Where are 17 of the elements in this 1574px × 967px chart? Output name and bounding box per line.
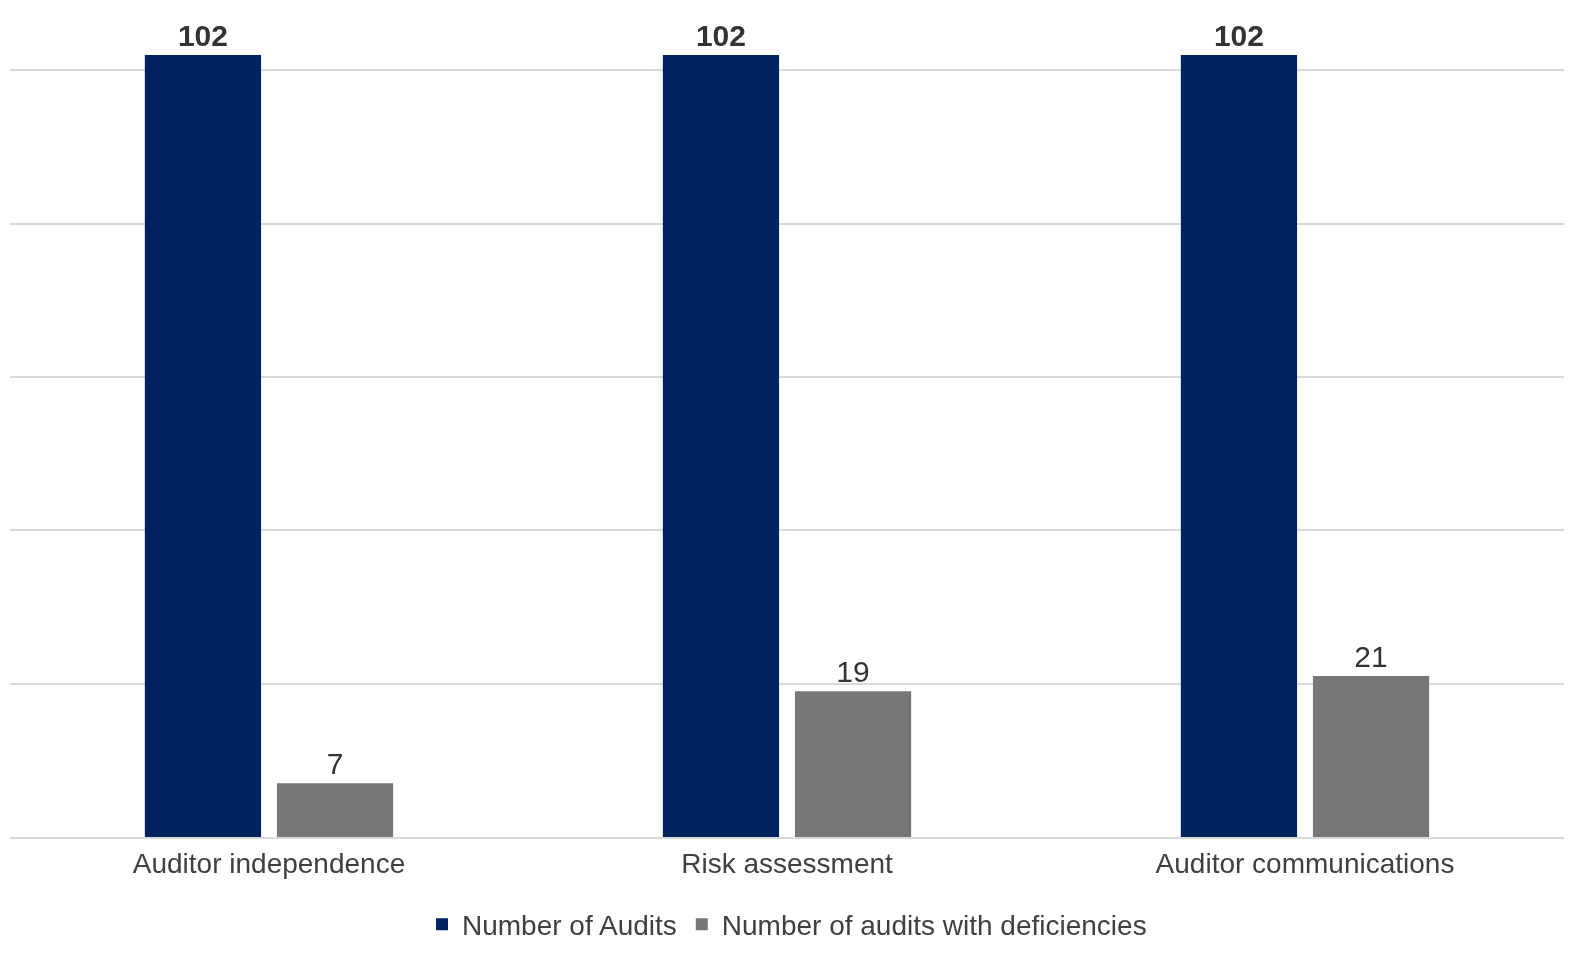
bar [662, 55, 780, 837]
x-tick-label: Auditor independence [132, 847, 406, 879]
data-label: 102 [1213, 19, 1264, 52]
x-tick-label: Risk assessment [681, 847, 894, 879]
bar [1312, 676, 1430, 837]
legend-label: Number of audits with deficiencies [721, 910, 1147, 942]
data-label: 19 [836, 655, 870, 689]
bar [144, 55, 262, 837]
data-label: 21 [1354, 640, 1388, 673]
data-label: 102 [177, 19, 228, 52]
data-label: 102 [695, 19, 746, 52]
legend-label: Number of Audits [462, 910, 677, 942]
data-label: 7 [326, 747, 344, 781]
bar [276, 783, 394, 837]
x-tick-label: Auditor communications [1155, 847, 1455, 879]
bar [1180, 55, 1298, 837]
bar [794, 691, 912, 837]
